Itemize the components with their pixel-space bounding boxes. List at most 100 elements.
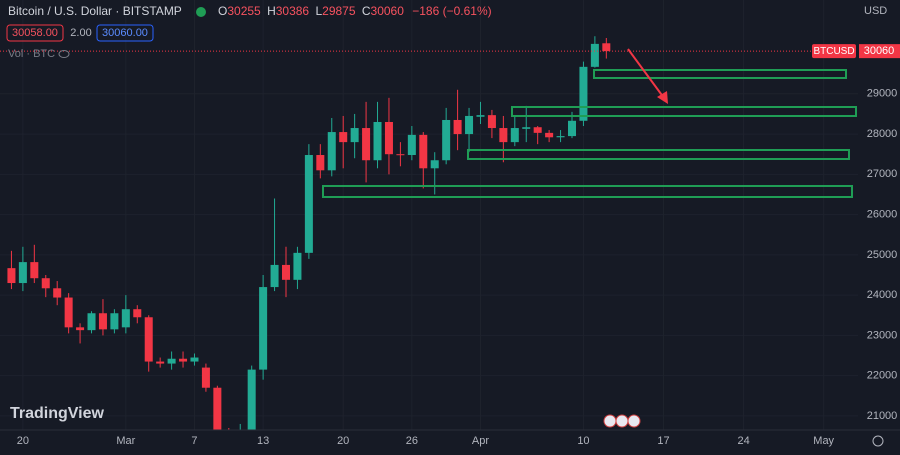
body [419,134,428,169]
x-tick-label: 20 [17,435,29,447]
body [270,264,279,288]
open-value: 30255 [227,4,261,18]
price-tag [859,44,900,59]
body [7,268,16,284]
currency[interactable]: USD [864,5,887,17]
candles [0,36,858,448]
axes: 21000 22000 23000 24000 25000 26000 27000 28000… [17,44,900,447]
x-tick-label: Apr [472,435,489,447]
body [144,317,153,362]
body [121,309,130,328]
body [453,119,462,135]
body [225,430,233,448]
settings[interactable] [872,435,884,447]
arrow [627,48,668,104]
body [510,128,519,143]
body [64,297,73,328]
y-tick-label: 25000 [867,249,898,261]
flags [603,414,641,428]
change: −186 (−0.61%) [412,4,491,18]
x-tick-label: 20 [337,435,349,447]
x-tick-label: 10 [577,435,589,447]
body [30,262,39,279]
bid[interactable]: 30058.00 [12,27,58,39]
y-tick-label: 29000 [867,88,898,100]
body [87,313,96,331]
body [533,127,542,133]
grid [0,0,858,430]
y-tick-label: 27000 [867,168,898,180]
body [18,262,27,284]
body [259,287,268,370]
body [590,43,599,67]
body [293,252,302,280]
y-tick-label: 22000 [867,370,898,382]
x-tick-label: May [813,435,834,447]
symbol-tag [812,44,856,59]
body [499,128,508,143]
body [407,134,416,156]
body [373,121,382,161]
y-tick-label: 24000 [867,289,898,301]
zone [322,185,853,198]
body [179,358,188,362]
body [567,120,577,137]
body [487,115,496,129]
body [247,369,256,430]
body [350,128,359,143]
eye-icon[interactable] [58,50,70,58]
body [579,66,588,121]
status-dot [196,7,206,17]
x-tick-label: Mar [116,435,135,447]
bid-box[interactable] [6,24,64,42]
l-label: L [315,4,322,18]
body [167,358,176,364]
zone [511,106,857,117]
h-label: H [267,4,276,18]
body [442,119,451,161]
high-value: 30386 [276,4,310,18]
body [213,387,222,430]
low-value: 29875 [322,4,356,18]
ohlc: O30255 H30386 L29875 C30060 −186 (−0.61%… [218,4,492,18]
y-tick-label: 26000 [867,209,898,221]
body [384,121,393,155]
y-tick-label: 23000 [867,329,898,341]
symbol-title: Bitcoin / U.S. Dollar · BITSTAMP [8,4,182,18]
body [430,160,439,169]
ask-box[interactable] [96,24,154,42]
drawings [322,69,857,198]
zone [467,149,850,160]
x-tick-label: 17 [657,435,669,447]
body [556,136,565,138]
y-tick-label: 28000 [867,128,898,140]
volume-label: Vol · BTC [8,48,55,60]
body [362,128,371,161]
x-tick-label: 13 [257,435,269,447]
body [396,154,405,156]
body [190,357,199,362]
body [41,278,50,289]
body [133,309,142,318]
body [339,132,348,143]
body [476,115,485,117]
x-tick-label: 26 [406,435,418,447]
ask[interactable]: 30060.00 [102,27,148,39]
y-tick-label: 21000 [867,410,898,422]
body [236,432,244,448]
body [76,327,85,331]
body [201,367,210,388]
header: Bitcoin / U.S. Dollar · BITSTAMP O30255 … [6,4,887,447]
o-label: O [218,4,227,18]
x-tick-label: 24 [737,435,749,447]
body [98,313,107,330]
body [602,43,611,52]
last-price-label: 30060 [864,45,895,57]
spread: 2.00 [70,27,91,39]
body [522,127,531,129]
zone [593,69,847,79]
body [316,155,325,171]
body [53,288,62,298]
symbol-label: BTCUSD [813,46,854,57]
